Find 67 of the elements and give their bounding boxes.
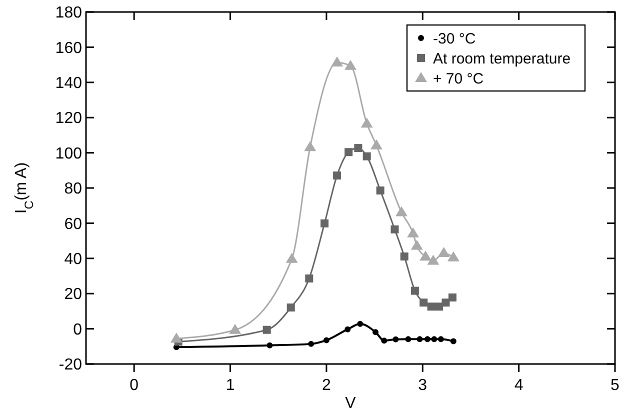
y-tick-label: 80 <box>64 180 82 198</box>
point <box>395 206 408 216</box>
x-tick-label: 2 <box>322 377 331 394</box>
point <box>447 251 460 262</box>
x-tick-label: 4 <box>514 377 524 394</box>
y-tick-label: 120 <box>55 110 82 128</box>
point <box>434 302 443 311</box>
y-tick-label: 20 <box>64 286 82 304</box>
point <box>372 329 379 336</box>
point <box>305 274 314 282</box>
point <box>286 304 295 312</box>
x-tick-label: 5 <box>610 377 620 394</box>
point <box>416 336 423 342</box>
point <box>266 342 273 348</box>
x-tick-label: 3 <box>418 377 428 394</box>
y-tick-label: 160 <box>55 40 82 57</box>
point <box>344 326 351 332</box>
point <box>427 254 440 265</box>
point <box>405 336 412 342</box>
point <box>362 152 371 160</box>
point <box>262 326 271 334</box>
point <box>333 172 342 180</box>
legend-label: + 70 °C <box>433 70 484 88</box>
x-tick-label: 0 <box>130 377 139 394</box>
point <box>424 336 430 342</box>
point <box>170 332 182 343</box>
y-tick-label: -20 <box>58 356 82 374</box>
point <box>323 337 330 344</box>
point <box>370 139 382 150</box>
point <box>357 320 364 327</box>
point <box>354 144 362 152</box>
point <box>308 340 314 347</box>
point <box>360 118 373 128</box>
point <box>344 60 356 70</box>
x-tick-label: 1 <box>226 377 235 394</box>
point <box>286 252 298 263</box>
point <box>390 225 399 234</box>
point <box>331 56 344 67</box>
point <box>320 219 329 228</box>
point <box>427 302 436 311</box>
y-tick-label: 60 <box>64 216 82 233</box>
point <box>304 141 316 152</box>
y-tick-label: 100 <box>55 145 82 162</box>
point <box>392 336 399 342</box>
point <box>450 338 456 344</box>
point <box>407 227 420 238</box>
point <box>420 298 428 307</box>
point <box>410 240 423 250</box>
y-tick-label: 140 <box>55 75 82 92</box>
point <box>420 250 432 261</box>
x-axis-title: V <box>345 395 356 412</box>
point <box>448 293 456 302</box>
point <box>376 186 384 194</box>
point <box>442 298 450 307</box>
point <box>344 148 353 156</box>
y-tick-label: 180 <box>55 4 82 22</box>
point <box>438 246 450 257</box>
point <box>381 338 388 344</box>
legend-label: At room temperature <box>433 50 571 68</box>
point <box>431 336 438 342</box>
legend-label: -30 °C <box>433 30 476 48</box>
y-tick-label: 0 <box>73 321 82 338</box>
point <box>229 324 242 334</box>
point <box>400 252 408 260</box>
y-tick-label: 40 <box>64 251 82 268</box>
point <box>438 336 444 342</box>
point <box>410 286 419 295</box>
